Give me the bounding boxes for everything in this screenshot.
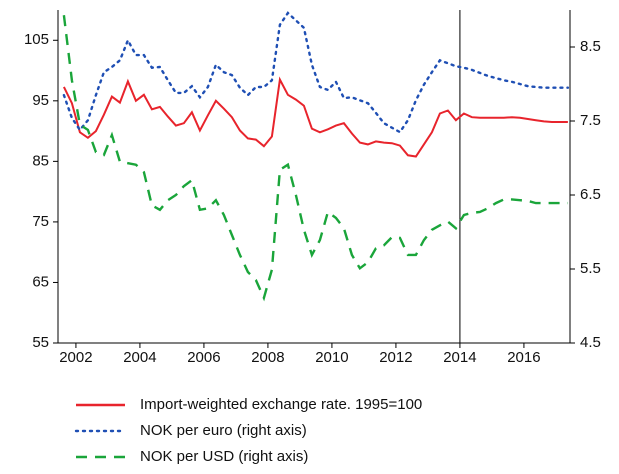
legend-label: NOK per USD (right axis) — [140, 448, 308, 465]
y-tick-label: 85 — [32, 152, 49, 169]
x-tick-label: 2002 — [59, 349, 92, 366]
y-tick-label: 95 — [32, 92, 49, 109]
y-tick-label: 105 — [24, 31, 49, 48]
legend-label: Import-weighted exchange rate. 1995=100 — [140, 396, 422, 413]
x-tick-label: 2004 — [123, 349, 156, 366]
y2-tick-label: 8.5 — [580, 38, 601, 55]
y2-tick-label: 6.5 — [580, 186, 601, 203]
x-tick-label: 2006 — [187, 349, 220, 366]
x-tick-label: 2012 — [379, 349, 412, 366]
y-tick-label: 65 — [32, 273, 49, 290]
y2-tick-label: 4.5 — [580, 334, 601, 351]
x-tick-label: 2016 — [507, 349, 540, 366]
x-tick-label: 2008 — [251, 349, 284, 366]
y-tick-label: 55 — [32, 334, 49, 351]
y2-tick-label: 5.5 — [580, 260, 601, 277]
y-tick-label: 75 — [32, 213, 49, 230]
x-tick-label: 2010 — [315, 349, 348, 366]
series-line — [62, 11, 570, 134]
y2-tick-label: 7.5 — [580, 112, 601, 129]
series-line — [63, 76, 568, 158]
x-tick-label: 2014 — [443, 349, 476, 366]
series-line — [62, 15, 568, 302]
legend-label: NOK per euro (right axis) — [140, 422, 307, 439]
